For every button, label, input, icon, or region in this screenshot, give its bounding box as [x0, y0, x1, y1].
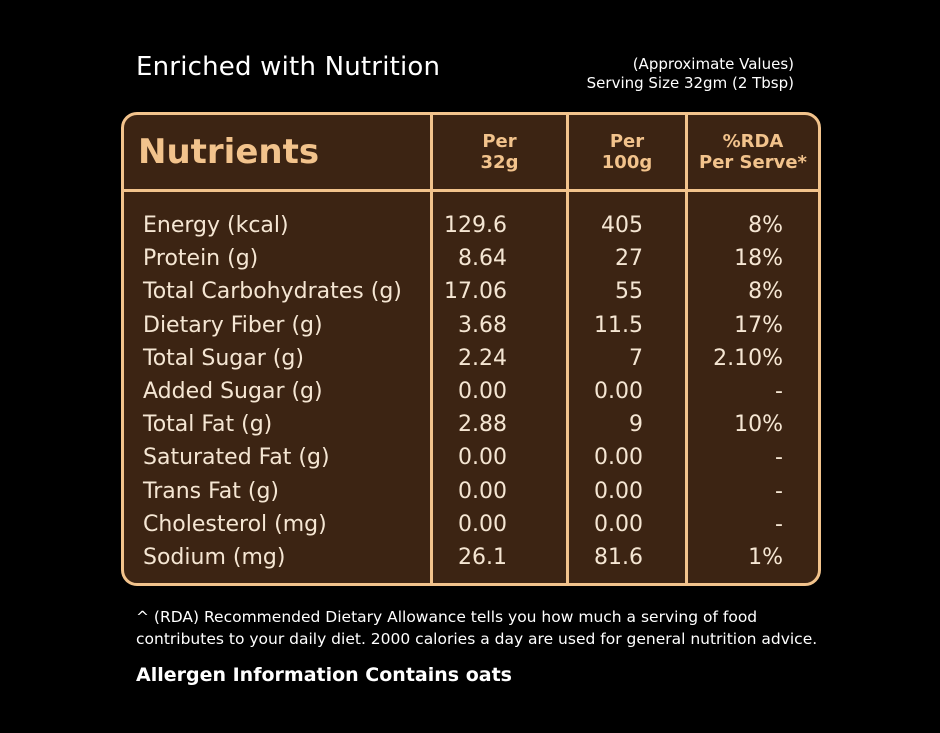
value-per-100g: 0.00	[594, 478, 643, 504]
approximate-values-label: (Approximate Values)	[632, 55, 794, 73]
table-row: Total Fat (g) 2.88 9 10%	[124, 408, 818, 441]
value-per-32g: 129.6	[444, 213, 507, 238]
nutrient-name: Cholesterol (mg)	[143, 511, 327, 537]
value-rda: 8%	[748, 279, 783, 305]
table-row: Sodium (mg) 26.1 81.6 1%	[124, 541, 818, 574]
value-rda: -	[775, 478, 783, 504]
header-rda-line2: Per Serve*	[699, 152, 807, 173]
serving-info: (Approximate Values) Serving Size 32gm (…	[587, 55, 794, 93]
value-per-32g: 2.88	[458, 412, 507, 438]
header-per-32g-line1: Per	[482, 131, 517, 152]
value-per-100g: 7	[629, 345, 643, 371]
column-divider	[430, 115, 433, 583]
value-per-32g: 2.24	[458, 345, 507, 371]
header-per-32g: Per 32g	[433, 115, 566, 189]
table-row: Cholesterol (mg) 0.00 0.00 -	[124, 508, 818, 541]
nutrient-name: Total Fat (g)	[143, 412, 273, 438]
nutrient-name: Trans Fat (g)	[143, 478, 279, 504]
value-per-32g: 0.00	[458, 511, 507, 537]
nutrition-table: Nutrients Per 32g Per 100g %RDA Per Serv…	[121, 112, 821, 586]
column-divider	[685, 115, 688, 583]
value-per-100g: 27	[615, 246, 643, 272]
table-row: Dietary Fiber (g) 3.68 11.5 17%	[124, 309, 818, 342]
table-row: Energy (kcal) 129.6 405 8%	[124, 209, 818, 242]
page-heading: Enriched with Nutrition	[136, 52, 441, 82]
header-rda: %RDA Per Serve*	[688, 115, 818, 189]
table-row: Protein (g) 8.64 27 18%	[124, 242, 818, 275]
value-per-100g: 405	[601, 213, 643, 238]
value-per-100g: 55	[615, 279, 643, 305]
serving-size-label: Serving Size 32gm (2 Tbsp)	[586, 74, 794, 92]
table-row: Trans Fat (g) 0.00 0.00 -	[124, 475, 818, 508]
header-per-100g: Per 100g	[569, 115, 685, 189]
table-row: Total Carbohydrates (g) 17.06 55 8%	[124, 275, 818, 308]
value-per-32g: 8.64	[458, 246, 507, 272]
value-per-100g: 9	[629, 412, 643, 438]
value-rda: -	[775, 511, 783, 537]
value-rda: 2.10%	[713, 345, 783, 371]
nutrient-name: Energy (kcal)	[143, 213, 289, 238]
nutrient-name: Sodium (mg)	[143, 544, 286, 570]
value-rda: -	[775, 378, 783, 404]
value-per-100g: 81.6	[594, 544, 643, 570]
value-per-32g: 0.00	[458, 478, 507, 504]
header-nutrients: Nutrients	[138, 132, 320, 172]
value-rda: 18%	[734, 246, 783, 272]
header-per-100g-line2: 100g	[601, 152, 653, 173]
header-divider	[124, 189, 818, 192]
nutrient-name: Added Sugar (g)	[143, 378, 323, 404]
value-per-32g: 0.00	[458, 378, 507, 404]
footnote-line2: contributes to your daily diet. 2000 cal…	[136, 630, 818, 648]
value-rda: 1%	[748, 544, 783, 570]
nutrient-name: Saturated Fat (g)	[143, 445, 330, 471]
nutrient-name: Dietary Fiber (g)	[143, 312, 323, 338]
value-per-32g: 17.06	[444, 279, 507, 305]
value-per-100g: 0.00	[594, 511, 643, 537]
value-per-100g: 0.00	[594, 445, 643, 471]
value-per-32g: 3.68	[458, 312, 507, 338]
table-row: Total Sugar (g) 2.24 7 2.10%	[124, 342, 818, 375]
value-rda: -	[775, 445, 783, 471]
nutrient-name: Protein (g)	[143, 246, 259, 272]
table-row: Added Sugar (g) 0.00 0.00 -	[124, 375, 818, 408]
nutrient-name: Total Sugar (g)	[143, 345, 304, 371]
value-per-100g: 11.5	[594, 312, 643, 338]
column-divider	[566, 115, 569, 583]
header-per-32g-line2: 32g	[480, 152, 519, 173]
allergen-information: Allergen Information Contains oats	[136, 664, 512, 686]
value-rda: 17%	[734, 312, 783, 338]
header-rda-line1: %RDA	[722, 131, 784, 152]
value-per-32g: 0.00	[458, 445, 507, 471]
nutrient-rows: Energy (kcal) 129.6 405 8% Protein (g) 8…	[124, 209, 818, 574]
value-rda: 8%	[748, 213, 783, 238]
table-row: Saturated Fat (g) 0.00 0.00 -	[124, 441, 818, 474]
value-rda: 10%	[734, 412, 783, 438]
nutrient-name: Total Carbohydrates (g)	[143, 279, 402, 305]
rda-footnote: ^ (RDA) Recommended Dietary Allowance te…	[136, 606, 817, 650]
value-per-100g: 0.00	[594, 378, 643, 404]
footnote-line1: ^ (RDA) Recommended Dietary Allowance te…	[136, 608, 758, 626]
header-per-100g-line1: Per	[609, 131, 645, 152]
value-per-32g: 26.1	[458, 544, 507, 570]
